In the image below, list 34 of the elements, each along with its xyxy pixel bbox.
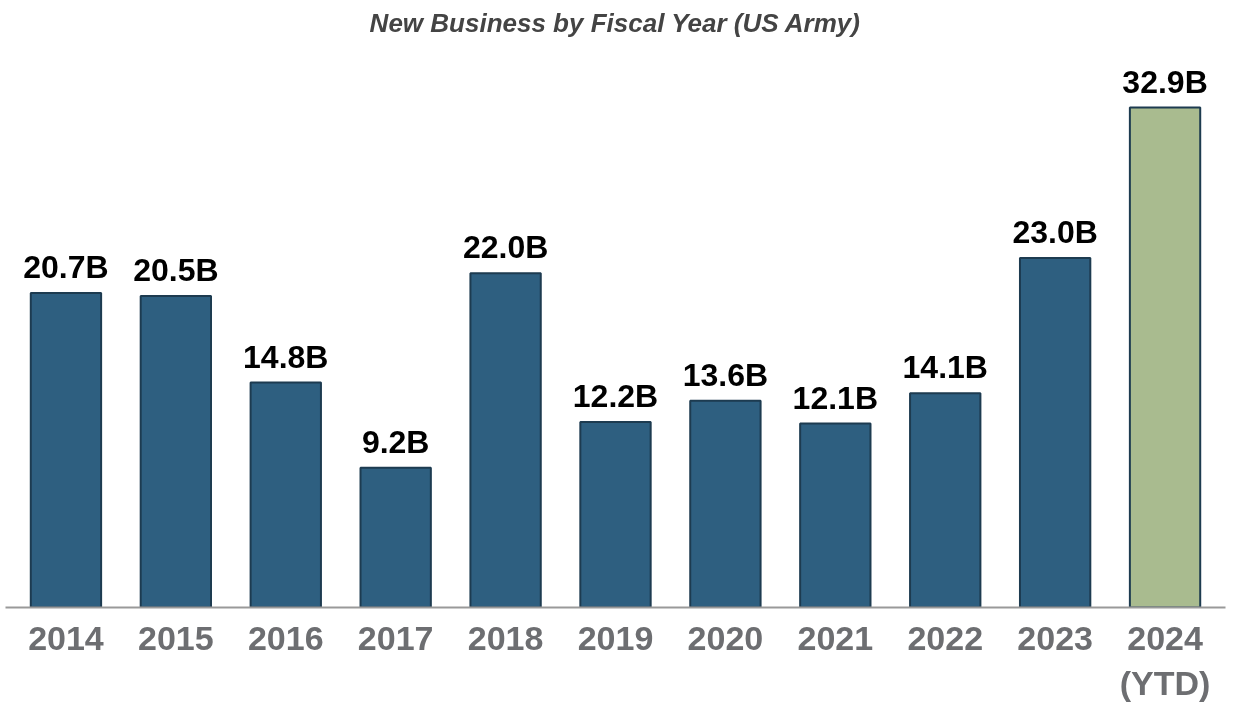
data-label: 32.9B bbox=[1122, 63, 1208, 100]
bar bbox=[1128, 106, 1202, 608]
bar bbox=[909, 392, 982, 608]
x-tick-label: 2022 bbox=[907, 618, 984, 657]
data-label: 9.2B bbox=[361, 423, 430, 460]
data-label: 20.5B bbox=[133, 251, 219, 288]
data-label: 20.7B bbox=[23, 248, 109, 285]
x-tick-label: 2021 bbox=[797, 618, 874, 657]
bar bbox=[359, 466, 432, 608]
x-tick-label: 2017 bbox=[357, 618, 434, 657]
data-label: 22.0B bbox=[462, 229, 549, 266]
data-label: 13.6B bbox=[682, 356, 769, 393]
x-tick-label: 2015 bbox=[138, 618, 214, 657]
data-label: 23.0B bbox=[1012, 213, 1098, 250]
bar bbox=[249, 381, 322, 608]
data-label: 14.1B bbox=[902, 349, 988, 386]
data-label: 14.8B bbox=[243, 338, 329, 375]
chart-title: New Business by Fiscal Year (US Army) bbox=[369, 7, 860, 38]
bar bbox=[689, 399, 762, 608]
bar bbox=[29, 291, 103, 608]
x-tick-label: 2019 bbox=[577, 618, 654, 657]
bar bbox=[799, 422, 872, 608]
x-tick-label: 2016 bbox=[247, 618, 324, 657]
data-label: 12.1B bbox=[792, 379, 879, 416]
bar bbox=[469, 272, 542, 608]
x-tick-label: 2018 bbox=[467, 618, 544, 657]
bar bbox=[579, 421, 652, 608]
data-label: 12.2B bbox=[572, 378, 659, 415]
x-tick-label: 2020 bbox=[687, 618, 764, 657]
bar bbox=[139, 294, 213, 608]
x-tick-label: 2024 (YTD) bbox=[1119, 618, 1211, 703]
x-tick-label: 2014 bbox=[28, 618, 104, 657]
bar bbox=[1018, 256, 1092, 608]
x-tick-label: 2023 bbox=[1017, 618, 1093, 657]
